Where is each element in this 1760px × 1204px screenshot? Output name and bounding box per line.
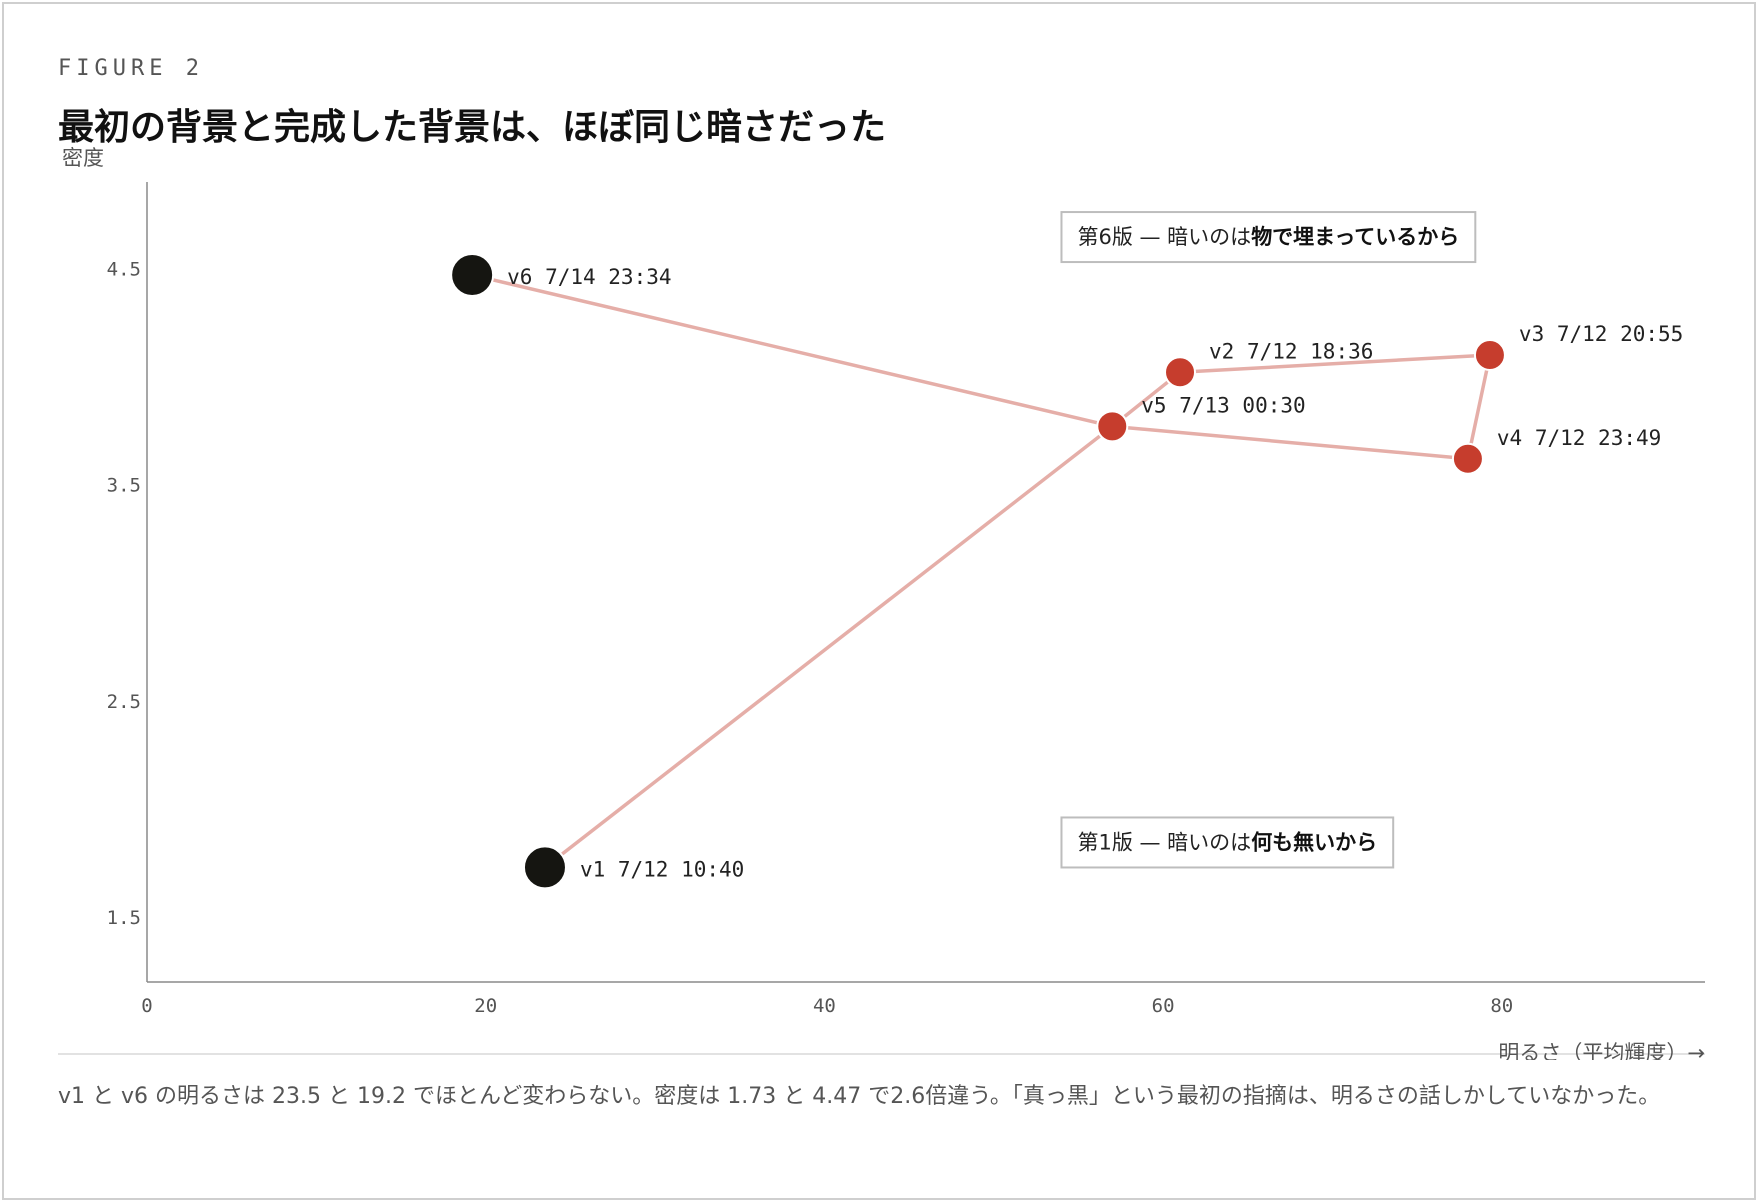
axes: 0 20 40 60 80 1.5 2.5 3.5 4.5 明るさ（平均輝度）→ <box>58 182 1705 1060</box>
path-segment <box>543 424 1114 869</box>
point-v4 <box>1451 442 1484 475</box>
x-tick-label: 40 <box>813 995 836 1017</box>
point-label-v2: v2 7/12 18:36 <box>1209 339 1373 363</box>
point-v6 <box>450 252 495 297</box>
point-label-v3: v3 7/12 20:55 <box>1519 322 1683 346</box>
point-v3 <box>1473 338 1506 371</box>
annotation-text: 第1版 — 暗いのは何も無いから <box>1077 830 1377 854</box>
point-v5 <box>1096 410 1129 443</box>
figure-label: FIGURE 2 <box>58 56 204 81</box>
point-label-v6: v6 7/14 23:34 <box>507 265 671 289</box>
point-label-v4: v4 7/12 23:49 <box>1497 426 1661 450</box>
x-tick-label: 60 <box>1152 995 1175 1017</box>
scatter-chart: 0 20 40 60 80 1.5 2.5 3.5 4.5 明るさ（平均輝度）→ 第6版 — 暗い… <box>58 182 1705 1060</box>
y-tick-label: 1.5 <box>107 907 141 929</box>
annotation-box: 第6版 — 暗いのは物で埋まっているから <box>1060 211 1477 264</box>
figure-title: 最初の背景と完成した背景は、ほぼ同じ暗さだった <box>58 106 887 148</box>
y-tick-label: 2.5 <box>107 691 141 713</box>
x-axis-label: 明るさ（平均輝度）→ <box>1498 1041 1705 1060</box>
point-v2 <box>1164 356 1197 389</box>
data-points <box>450 252 1506 890</box>
y-axis-label: 密度 <box>62 146 104 170</box>
figure-caption: v1 と v6 の明るさは 23.5 と 19.2 でほとんど変わらない。密度は… <box>58 1084 1661 1109</box>
y-tick-label: 3.5 <box>107 475 141 497</box>
path-segment <box>471 273 1113 429</box>
x-tick-label: 0 <box>141 995 152 1017</box>
annotation-text: 第6版 — 暗いのは物で埋まっているから <box>1077 225 1459 249</box>
x-tick-label: 20 <box>474 995 497 1017</box>
point-label-v5: v5 7/13 00:30 <box>1141 393 1305 417</box>
point-labels: v1 7/12 10:40 v2 7/12 18:36 v3 7/12 20:55 v… <box>507 265 1683 881</box>
x-tick-label: 80 <box>1490 995 1513 1017</box>
path-segment <box>1466 354 1492 460</box>
path-segment <box>1112 424 1469 461</box>
point-label-v1: v1 7/12 10:40 <box>580 857 744 881</box>
annotation-box: 第1版 — 暗いのは何も無いから <box>1060 816 1395 869</box>
y-tick-label: 4.5 <box>107 258 141 280</box>
point-v1 <box>522 845 567 890</box>
annotation-frame <box>1060 211 1477 264</box>
annotation-frame <box>1060 816 1395 869</box>
path-segment <box>1179 353 1491 375</box>
connection-path <box>471 273 1492 869</box>
